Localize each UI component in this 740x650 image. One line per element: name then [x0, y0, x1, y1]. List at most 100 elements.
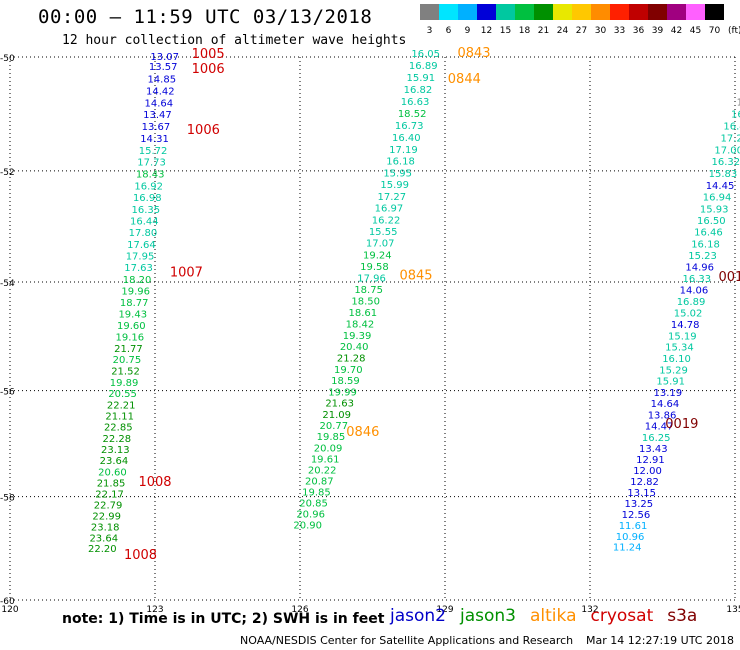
swh-value: 22.85: [104, 423, 133, 434]
swh-value: 12.00: [633, 466, 662, 477]
swh-value: 15.02: [674, 309, 703, 320]
swh-value: 16.10: [662, 354, 691, 365]
swh-value: 19.96: [121, 287, 150, 298]
swh-value: 19.39: [343, 331, 372, 342]
swh-value: 16.98: [133, 193, 162, 204]
colorbar-label: 45: [690, 26, 701, 36]
swh-value: 16.35: [131, 205, 160, 216]
swh-value: 16.63: [401, 97, 430, 108]
swh-value: 18.61: [349, 308, 378, 319]
swh-value: 16.92: [134, 181, 163, 192]
colorbar-label: 42: [671, 26, 682, 36]
colorbar-label: 15: [500, 26, 511, 36]
swh-value: 13.07: [150, 52, 179, 63]
pass-time-label: 1008: [138, 475, 171, 490]
pass-time-label: 1007: [170, 266, 203, 281]
swh-value: 1: [737, 98, 740, 109]
swh-value: 21.52: [111, 366, 140, 377]
swh-value: 16.89: [677, 297, 706, 308]
swh-value: 15.29: [659, 365, 688, 376]
swh-value: 14.96: [685, 262, 714, 273]
swh-value: 21.28: [337, 354, 366, 365]
lat-tick-label: -52: [0, 168, 15, 178]
satellite-legend-jason2: jason2: [390, 606, 446, 626]
colorbar-swatch: [458, 4, 477, 20]
swh-value: 19.43: [118, 310, 147, 321]
colorbar-label: 21: [538, 26, 549, 36]
colorbar-label: 24: [557, 26, 569, 36]
swh-value: 21.11: [105, 411, 134, 422]
swh-value: 16.44: [130, 217, 159, 228]
swh-value: 21.09: [322, 410, 351, 421]
lat-tick-label: -58: [0, 494, 15, 504]
swh-value: 20.90: [293, 520, 322, 531]
colorbar-swatch: [477, 4, 496, 20]
swh-value: 20.09: [314, 443, 343, 454]
credit-text: NOAA/NESDIS Center for Satellite Applica…: [240, 634, 574, 647]
swh-value: 20.60: [98, 468, 127, 479]
swh-value: 16.73: [395, 121, 424, 132]
swh-value: 18.50: [351, 296, 380, 307]
swh-value: 15.95: [383, 168, 412, 179]
swh-value: 11.24: [613, 543, 642, 554]
swh-value: 20.87: [305, 477, 334, 488]
pass-time-label: 0846: [346, 425, 379, 440]
swh-value: 14.31: [140, 134, 169, 145]
colorbar-label: 33: [614, 26, 625, 36]
swh-value: 16.05: [411, 49, 440, 60]
swh-value: 22.28: [102, 434, 131, 445]
colorbar-label: 3: [427, 26, 433, 36]
swh-value: 18.77: [120, 298, 149, 309]
swh-value: 22.99: [92, 512, 121, 523]
lon-tick-label: 132: [581, 605, 598, 615]
swh-value: 13.86: [648, 410, 677, 421]
swh-value: 18.75: [354, 285, 383, 296]
pass-time-label: 1005: [192, 47, 225, 62]
swh-value: 17.63: [124, 263, 153, 274]
swh-value: 17.27: [378, 192, 407, 203]
colorbar-swatch: [553, 4, 572, 20]
swh-value: 19.89: [110, 378, 139, 389]
swh-value: 16.18: [386, 157, 415, 168]
swh-value: 15.23: [688, 251, 717, 262]
pass-time-label: 0019: [665, 417, 698, 432]
colorbar-label: 36: [633, 26, 645, 36]
swh-value: 19.99: [328, 387, 357, 398]
swh-value: 20.77: [320, 421, 349, 432]
swh-value: 17.96: [357, 273, 386, 284]
swh-value: 17.73: [137, 158, 166, 169]
swh-value: 15.19: [668, 331, 697, 342]
satellite-legend-cryosat: cryosat: [590, 606, 654, 626]
colorbar-swatch: [705, 4, 724, 20]
lon-tick-label: 129: [436, 605, 453, 615]
swh-value: 22.17: [95, 490, 124, 501]
pass-time-label: 0018: [718, 270, 740, 285]
satellite-legend-altika: altika: [530, 606, 577, 626]
swh-value: 21.77: [114, 344, 143, 355]
swh-value: 20.96: [296, 509, 325, 520]
pass-time-label: 1006: [192, 62, 225, 77]
swh-value: 19.16: [116, 332, 145, 343]
swh-value: 17.2: [720, 133, 740, 144]
swh-value: 15.99: [380, 180, 409, 191]
pass-time-label: 0844: [448, 72, 481, 87]
colorbar-label: 30: [595, 26, 607, 36]
swh-value: 15.55: [369, 227, 398, 238]
swh-value: 13.57: [149, 62, 178, 73]
swh-value: 15.83: [709, 169, 738, 180]
colorbar-swatch: [439, 4, 458, 20]
colorbar-swatch: [534, 4, 553, 20]
swh-value: 19.85: [302, 488, 331, 499]
timestamp-text: Mar 14 12:27:19 UTC 2018: [586, 634, 734, 647]
page-subtitle: 12 hour collection of altimeter wave hei…: [62, 33, 407, 48]
swh-value: 10.96: [616, 532, 645, 543]
swh-value: 23.64: [89, 533, 118, 544]
colorbar-swatch: [515, 4, 534, 20]
satellite-legend-s3a: s3a: [667, 606, 698, 626]
colorbar-swatch: [686, 4, 705, 20]
swh-value: 16.94: [703, 193, 732, 204]
swh-value: 20.40: [340, 342, 369, 353]
lat-tick-label: -56: [0, 388, 15, 398]
